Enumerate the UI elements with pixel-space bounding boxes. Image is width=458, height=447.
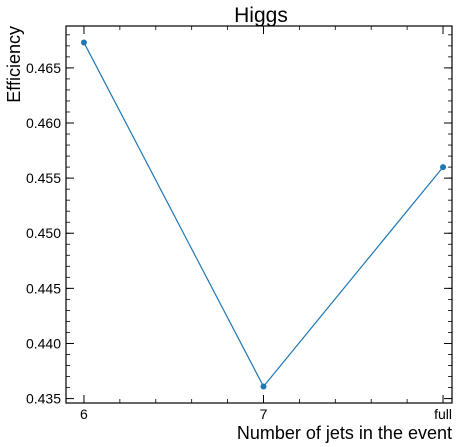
data-point	[81, 40, 87, 46]
y-tick-label: 0.455	[26, 170, 61, 186]
y-tick-label: 0.435	[26, 391, 61, 407]
data-point	[440, 164, 446, 170]
x-tick-label: 6	[80, 406, 88, 422]
x-axis-label: Number of jets in the event	[237, 423, 452, 443]
y-tick-label: 0.465	[26, 60, 61, 76]
y-axis-label: Efficiency	[4, 26, 24, 103]
x-tick-label: 7	[260, 406, 268, 422]
y-tick-label: 0.440	[26, 335, 61, 351]
y-tick-label: 0.460	[26, 115, 61, 131]
data-point	[260, 383, 266, 389]
plot-frame	[66, 26, 452, 403]
series-layer	[81, 40, 446, 390]
y-axis-ticks: 0.435 0.440 0.445 0.450 0.455 0.460 0.465	[26, 35, 452, 407]
y-tick-label: 0.450	[26, 225, 61, 241]
x-tick-label: full	[434, 406, 452, 422]
y-tick-label: 0.445	[26, 280, 61, 296]
series-line	[84, 43, 443, 387]
chart-title: Higgs	[234, 4, 288, 27]
